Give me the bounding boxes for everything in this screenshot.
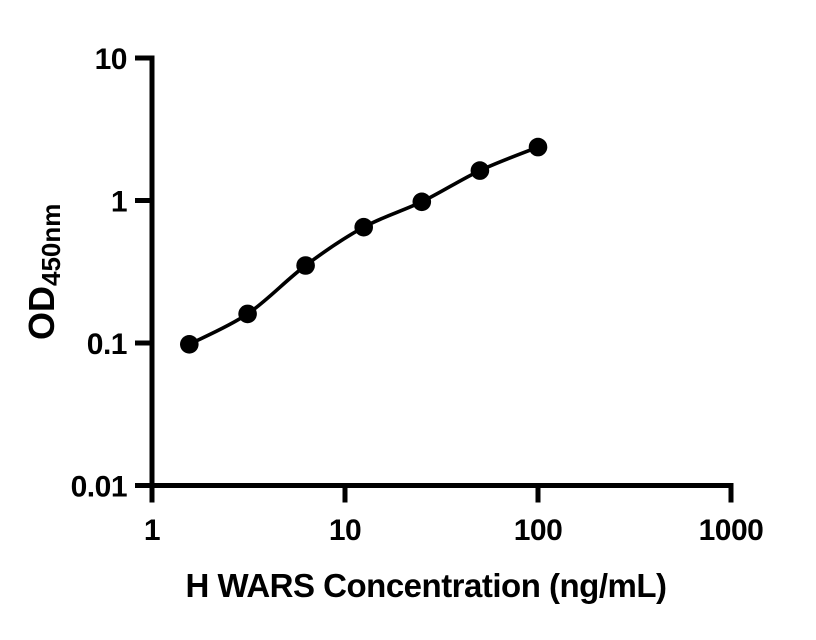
x-tick-label: 100 (514, 514, 563, 547)
y-axis-title-subscript: 450nm (36, 204, 66, 286)
y-tick-label: 10 (95, 43, 127, 76)
data-point-marker (412, 192, 432, 212)
y-axis-title: OD450nm (21, 204, 66, 340)
y-tick-label: 0.01 (71, 471, 127, 504)
x-tick-label: 1 (144, 514, 160, 547)
data-point-marker (470, 161, 490, 180)
x-tick-label: 1000 (699, 514, 764, 547)
data-point-marker (296, 256, 315, 275)
data-point-marker (528, 137, 548, 157)
y-tick-label: 0.1 (87, 328, 127, 361)
x-axis-title: H WARS Concentration (ng/mL) (186, 567, 667, 604)
data-point-marker (180, 335, 199, 354)
data-point-marker (238, 304, 257, 324)
data-point-marker (354, 217, 374, 237)
y-tick-label: 1 (111, 186, 127, 219)
axes-frame (149, 55, 734, 488)
y-axis-title-main: OD (21, 286, 62, 340)
x-tick-label: 10 (329, 514, 361, 547)
